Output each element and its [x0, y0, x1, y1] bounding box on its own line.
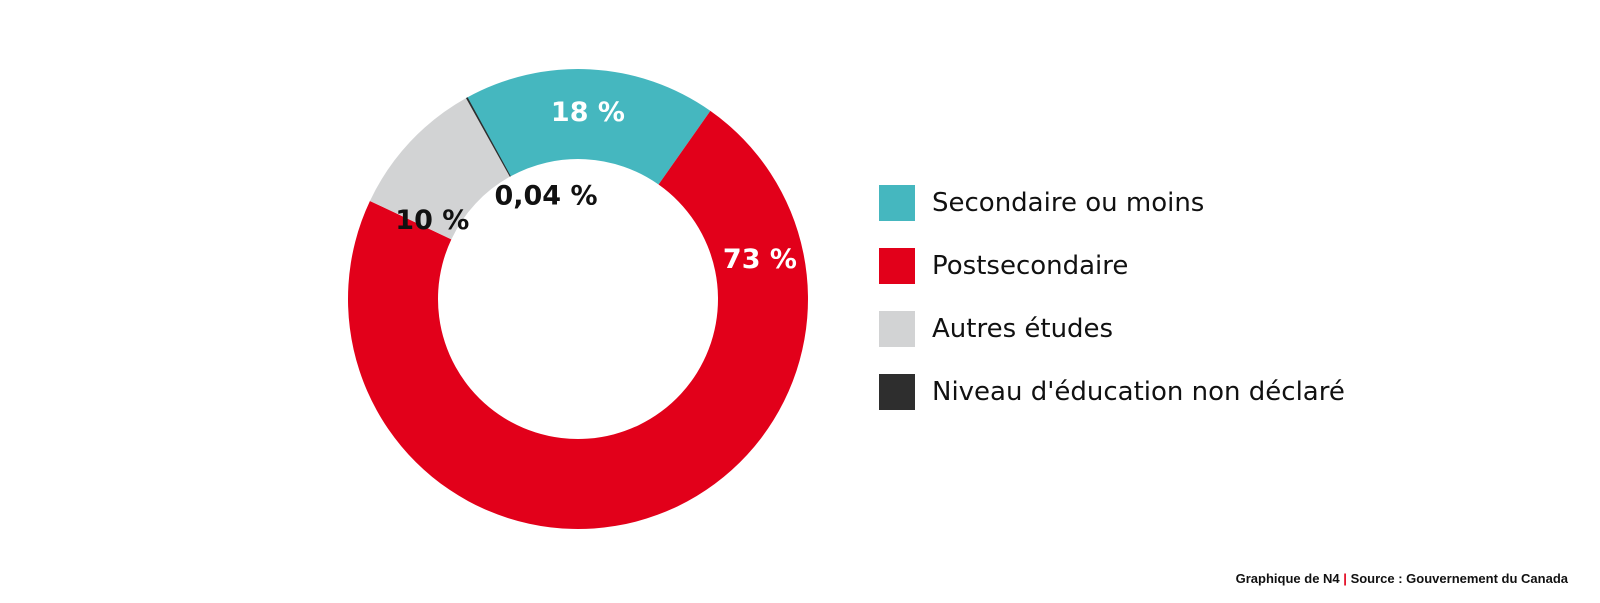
chart-credit: Graphique de N4 [1235, 571, 1340, 586]
source-text: Source : Gouvernement du Canada [1350, 571, 1568, 586]
legend-swatch [879, 374, 915, 410]
legend-item-autres-etudes: Autres études [879, 311, 1345, 347]
legend-swatch [879, 185, 915, 221]
data-label: 73 % [723, 244, 797, 275]
legend-swatch [879, 248, 915, 284]
legend-label: Niveau d'éducation non déclaré [932, 377, 1345, 407]
legend-label: Autres études [932, 314, 1114, 344]
slice-postsecondaire [347, 110, 808, 530]
slice-non-declare [465, 97, 511, 177]
legend-item-postsecondaire: Postsecondaire [879, 248, 1345, 284]
data-label: 0,04 % [494, 181, 597, 212]
data-label: 10 % [395, 205, 469, 236]
source-footer: Graphique de N4 | Source : Gouvernement … [1236, 571, 1568, 586]
legend-item-secondaire: Secondaire ou moins [879, 185, 1345, 221]
data-label: 18 % [551, 97, 625, 128]
footer-separator: | [1343, 571, 1347, 586]
legend: Secondaire ou moins Postsecondaire Autre… [879, 185, 1345, 437]
legend-label: Secondaire ou moins [932, 188, 1205, 218]
legend-swatch [879, 311, 915, 347]
legend-label: Postsecondaire [932, 251, 1129, 281]
slice-autres-etudes [369, 98, 510, 240]
legend-item-non-declare: Niveau d'éducation non déclaré [879, 374, 1345, 410]
slice-secondaire [466, 68, 711, 185]
